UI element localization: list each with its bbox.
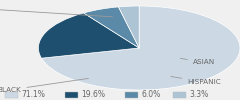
Text: BLACK: BLACK — [0, 78, 89, 93]
Text: WHITE: WHITE — [0, 5, 112, 17]
FancyBboxPatch shape — [65, 92, 78, 98]
Wedge shape — [38, 13, 139, 58]
FancyBboxPatch shape — [125, 92, 138, 98]
Wedge shape — [42, 6, 240, 90]
Text: HISPANIC: HISPANIC — [171, 76, 221, 85]
Text: 6.0%: 6.0% — [142, 90, 161, 99]
Text: 3.3%: 3.3% — [190, 90, 209, 99]
Text: 71.1%: 71.1% — [22, 90, 45, 99]
FancyBboxPatch shape — [5, 92, 18, 98]
Wedge shape — [119, 6, 139, 48]
Text: 19.6%: 19.6% — [82, 90, 106, 99]
Text: ASIAN: ASIAN — [180, 58, 215, 65]
Wedge shape — [84, 7, 139, 48]
FancyBboxPatch shape — [173, 92, 186, 98]
